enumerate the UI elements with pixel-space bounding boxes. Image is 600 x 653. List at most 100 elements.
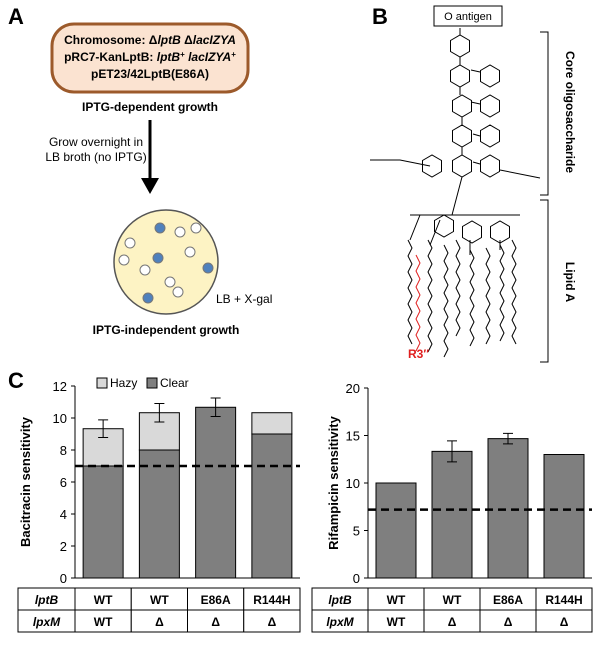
box-line: pET23/42LptB(E86A) bbox=[91, 67, 209, 81]
lipid-label: Lipid A bbox=[563, 262, 577, 303]
lps-structure bbox=[370, 28, 541, 358]
y-axis-title: Rifampicin sensitivity bbox=[326, 415, 341, 549]
y-axis-title: Bacitracin sensitivity bbox=[18, 416, 33, 547]
sugar-ring bbox=[452, 94, 472, 118]
colony bbox=[139, 264, 151, 276]
table-text: Δ bbox=[560, 615, 569, 629]
arrow-text: Grow overnight in bbox=[49, 135, 143, 149]
text-run: lptB bbox=[157, 50, 181, 64]
legend-label: Hazy bbox=[110, 376, 137, 390]
phosphate-chain bbox=[370, 159, 541, 179]
arrow-head bbox=[141, 178, 159, 194]
sugar-ring bbox=[480, 124, 500, 148]
table-text: E86A bbox=[201, 593, 231, 607]
text-run: + bbox=[231, 50, 236, 59]
sugar-ring bbox=[450, 34, 470, 58]
sugar-ring bbox=[450, 64, 470, 88]
acyl-chain bbox=[469, 249, 475, 347]
error-bar bbox=[210, 397, 221, 418]
table-text: Δ bbox=[268, 615, 277, 629]
text-run: Δ bbox=[181, 33, 193, 47]
legend-swatch bbox=[146, 377, 158, 389]
y-tick-label: 20 bbox=[346, 381, 360, 396]
error-bar bbox=[503, 432, 513, 445]
plate bbox=[113, 209, 219, 315]
text-run: + bbox=[180, 50, 185, 59]
colony bbox=[152, 252, 164, 264]
table-text: E86A bbox=[493, 593, 523, 607]
y-tick-label: 8 bbox=[60, 443, 67, 458]
legend-swatch bbox=[96, 377, 108, 389]
colony bbox=[174, 226, 186, 238]
text-run: lacIZYA bbox=[193, 33, 236, 47]
bar bbox=[487, 438, 529, 579]
panel-label: A bbox=[8, 4, 24, 29]
acyl-chain bbox=[427, 239, 433, 353]
caption: IPTG-dependent growth bbox=[82, 100, 218, 114]
caption: IPTG-independent growth bbox=[93, 323, 240, 337]
acyl-chain bbox=[485, 247, 491, 345]
table-cell bbox=[243, 609, 301, 633]
colony bbox=[184, 246, 196, 258]
bar bbox=[138, 449, 180, 579]
acyl-chain bbox=[511, 239, 517, 345]
table-text: Δ bbox=[448, 615, 457, 629]
table-text: WT bbox=[443, 593, 462, 607]
strain-box bbox=[50, 22, 250, 94]
text-run: pET23/42LptB(E86A) bbox=[91, 67, 209, 81]
bracket bbox=[540, 31, 549, 363]
text-run: lptB bbox=[157, 33, 181, 47]
legend-label: Clear bbox=[160, 376, 189, 390]
r3-label: R3″ bbox=[408, 347, 429, 361]
sugar-ring bbox=[434, 214, 454, 238]
table-text: WT bbox=[94, 593, 113, 607]
text-run: Chromosome: Δ bbox=[64, 33, 158, 47]
bar bbox=[375, 482, 417, 579]
y-tick-label: 2 bbox=[60, 539, 67, 554]
acyl-chain bbox=[499, 244, 505, 342]
y-tick-label: 12 bbox=[53, 379, 67, 394]
colony bbox=[202, 262, 214, 274]
acyl-chain bbox=[455, 239, 461, 337]
acyl-chain bbox=[415, 254, 421, 352]
panel-label: C bbox=[8, 368, 24, 393]
o-antigen: O antigen bbox=[444, 11, 492, 23]
bar bbox=[82, 465, 124, 579]
box-line: pRC7-KanLptB: lptB+ lacIZYA+ bbox=[64, 50, 236, 65]
table-text: lpxM bbox=[326, 615, 354, 629]
y-tick-label: 5 bbox=[353, 524, 360, 539]
table-text: WT bbox=[387, 615, 406, 629]
y-tick-label: 10 bbox=[346, 476, 360, 491]
bar bbox=[251, 433, 293, 579]
y-tick-label: 10 bbox=[53, 411, 67, 426]
table-text: R144H bbox=[253, 593, 290, 607]
colony bbox=[154, 222, 166, 234]
table-text: lpxM bbox=[33, 615, 61, 629]
linker bbox=[451, 28, 481, 216]
table-text: WT bbox=[387, 593, 406, 607]
y-tick-label: 0 bbox=[353, 571, 360, 586]
y-tick-label: 15 bbox=[346, 429, 360, 444]
colony bbox=[142, 292, 154, 304]
text-run: lacIZYA bbox=[185, 50, 231, 64]
table-text: R144H bbox=[545, 593, 582, 607]
text-run: pRC7-KanLptB: bbox=[64, 50, 157, 64]
y-tick-label: 6 bbox=[60, 475, 67, 490]
table-text: Δ bbox=[155, 615, 164, 629]
bar bbox=[251, 412, 293, 435]
sugar-ring bbox=[480, 64, 500, 88]
sugar-ring bbox=[480, 154, 500, 178]
sugar-ring bbox=[462, 220, 482, 244]
bar bbox=[543, 454, 585, 579]
sugar-ring bbox=[452, 124, 472, 148]
o-antigen-box bbox=[433, 5, 503, 27]
bar bbox=[431, 450, 473, 579]
acyl-chain bbox=[407, 239, 413, 345]
box-line: Chromosome: ΔlptB ΔlacIZYA bbox=[64, 33, 236, 47]
y-tick-label: 4 bbox=[60, 507, 67, 522]
sugar-ring bbox=[490, 220, 510, 244]
colony bbox=[190, 222, 202, 234]
colony bbox=[124, 237, 136, 249]
table-text: Δ bbox=[504, 615, 513, 629]
